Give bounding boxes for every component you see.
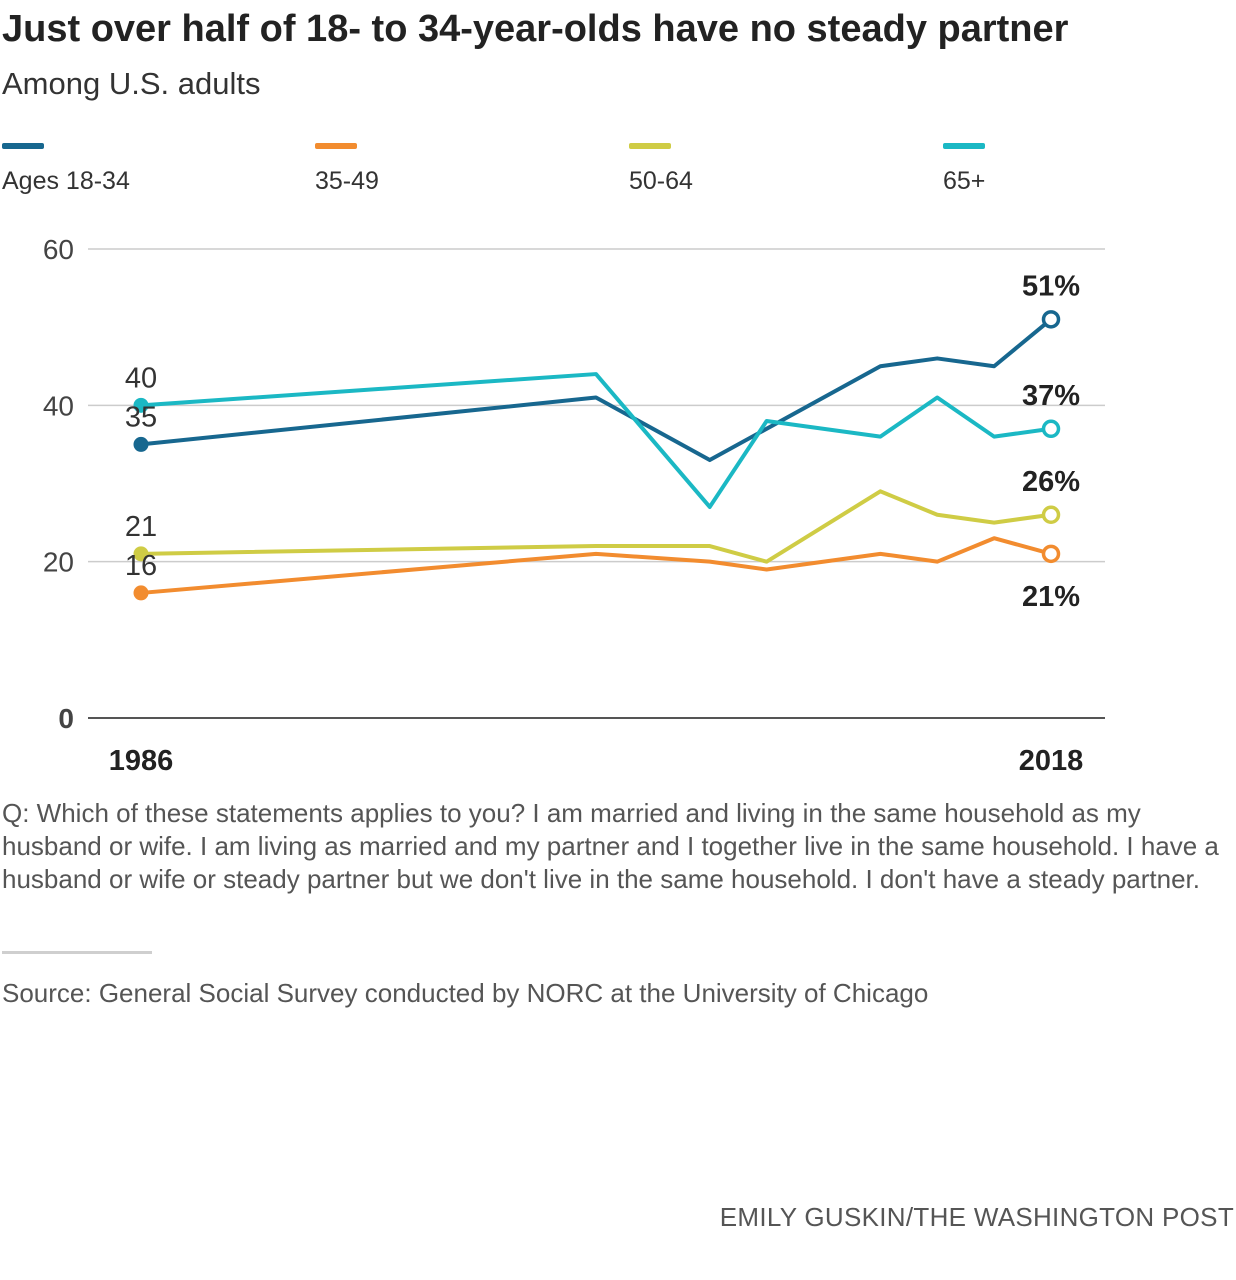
end-point-50-64 xyxy=(1041,505,1061,525)
y-tick-label-40: 40 xyxy=(43,390,74,421)
x-tick-label-start: 1986 xyxy=(109,745,174,777)
legend-item-50-64: 50-64 xyxy=(629,143,693,196)
legend-label-35-49: 35-49 xyxy=(315,167,379,195)
start-point-35-49 xyxy=(133,585,149,601)
end-point-65-plus xyxy=(1041,419,1061,439)
chart-subtitle: Among U.S. adults xyxy=(2,66,261,101)
legend-swatch-50-64 xyxy=(629,143,671,149)
legend-item-65-plus: 65+ xyxy=(943,143,985,196)
divider xyxy=(2,951,152,954)
legend-item-18-34: Ages 18-34 xyxy=(2,143,130,196)
start-label-50-64: 21 xyxy=(125,511,157,543)
legend-label-18-34: Ages 18-34 xyxy=(2,167,130,195)
start-point-18-34 xyxy=(133,436,149,452)
start-point-50-64 xyxy=(133,546,149,562)
legend-item-35-49: 35-49 xyxy=(315,143,379,196)
legend-label-65-plus: 65+ xyxy=(943,167,986,195)
survey-question: Q: Which of these statements applies to … xyxy=(2,798,1219,894)
source-note: Source: General Social Survey conducted … xyxy=(2,978,929,1008)
start-label-35-49: 16 xyxy=(125,550,157,582)
start-label-65-plus: 40 xyxy=(125,362,157,394)
credit-line: EMILY GUSKIN/THE WASHINGTON POST xyxy=(719,1202,1234,1232)
end-label-35-49: 21% xyxy=(1022,581,1080,613)
start-point-65-plus xyxy=(133,397,149,413)
end-point-35-49 xyxy=(1041,544,1061,564)
legend-swatch-65-plus xyxy=(943,143,985,149)
legend-swatch-18-34 xyxy=(2,143,44,149)
y-tick-label-60: 60 xyxy=(43,234,74,265)
series-line-35-49 xyxy=(139,536,1053,595)
end-point-18-34 xyxy=(1041,310,1061,329)
legend-label-50-64: 50-64 xyxy=(629,167,693,195)
start-label-18-34: 35 xyxy=(125,401,157,433)
series-line-50-64 xyxy=(139,489,1053,564)
y-tick-label-0: 0 xyxy=(58,703,74,734)
y-tick-label-20: 20 xyxy=(43,547,74,578)
series-line-18-34 xyxy=(139,317,1053,463)
legend-swatch-35-49 xyxy=(315,143,357,149)
x-tick-label-end: 2018 xyxy=(1019,745,1084,777)
chart-title: Just over half of 18- to 34-year-olds ha… xyxy=(2,8,1069,50)
end-label-50-64: 26% xyxy=(1022,466,1080,498)
end-label-65-plus: 37% xyxy=(1022,380,1080,412)
series-line-65-plus xyxy=(139,372,1053,509)
end-label-18-34: 51% xyxy=(1022,270,1080,302)
line-chart: 0 20 40 60 1986 2018 35 16 21 40 51% 21% 26% 37% xyxy=(43,234,1105,777)
